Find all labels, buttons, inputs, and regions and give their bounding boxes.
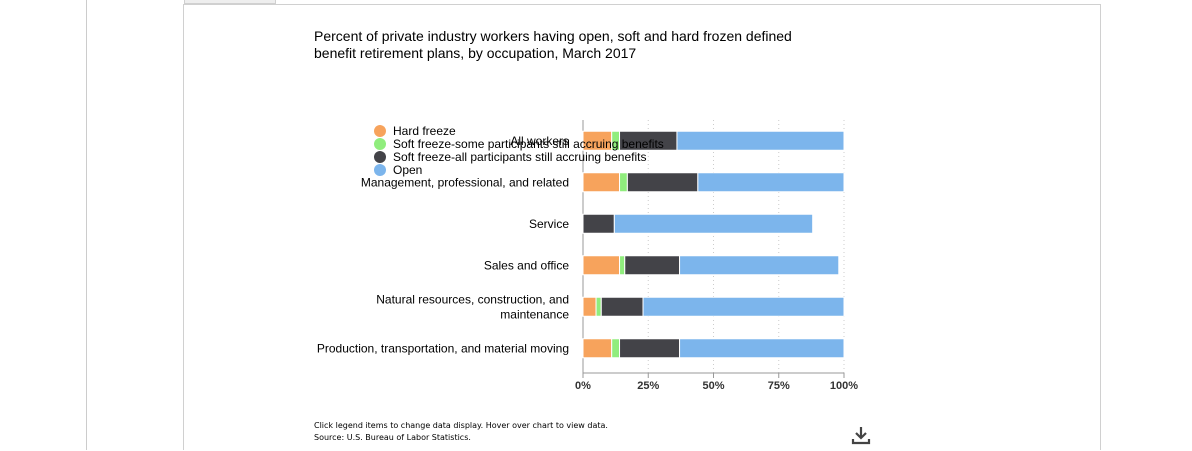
bar-segment[interactable] bbox=[582, 296, 597, 317]
x-tick-label: 25% bbox=[637, 380, 659, 392]
legend-marker[interactable] bbox=[374, 164, 386, 176]
bar-segment[interactable] bbox=[582, 255, 621, 276]
category-label: Natural resources, construction, and main… bbox=[376, 292, 569, 321]
chart-instructions: Click legend items to change data displa… bbox=[314, 421, 608, 430]
x-tick-label: 100% bbox=[830, 380, 858, 392]
bar-segment[interactable] bbox=[679, 255, 840, 276]
legend-item[interactable]: Open bbox=[393, 163, 422, 177]
category-label: Management, professional, and related bbox=[361, 175, 569, 189]
legend-item[interactable]: Hard freeze bbox=[393, 124, 456, 138]
bar-segment[interactable] bbox=[582, 172, 621, 193]
x-tick-label: 0% bbox=[575, 380, 591, 392]
legend-marker[interactable] bbox=[374, 125, 386, 137]
bar-segment[interactable] bbox=[679, 338, 845, 359]
legend-item[interactable]: Soft freeze-all participants still accru… bbox=[393, 150, 646, 164]
category-label: All workers bbox=[510, 134, 569, 148]
bar-segment[interactable] bbox=[600, 296, 644, 317]
legend-marker[interactable] bbox=[374, 138, 386, 150]
bar-segment[interactable] bbox=[676, 130, 845, 151]
category-label: Service bbox=[529, 217, 569, 231]
tab-stub bbox=[184, 0, 276, 4]
bar-segment[interactable] bbox=[642, 296, 845, 317]
bar-segment[interactable] bbox=[582, 338, 613, 359]
chart-title: Percent of private industry workers havi… bbox=[314, 28, 792, 61]
bar-segment[interactable] bbox=[611, 338, 621, 359]
chart-notes: Click legend items to change data displa… bbox=[314, 420, 608, 444]
page-left-border bbox=[86, 0, 87, 450]
download-icon[interactable] bbox=[850, 424, 872, 446]
category-label: Sales and office bbox=[484, 258, 569, 272]
chart-source: Source: U.S. Bureau of Labor Statistics. bbox=[314, 433, 471, 442]
bar-segment[interactable] bbox=[697, 172, 845, 193]
bar-segment[interactable] bbox=[582, 213, 615, 234]
x-tick-label: 50% bbox=[702, 380, 724, 392]
bar-segment[interactable] bbox=[619, 255, 626, 276]
bar-segment[interactable] bbox=[624, 255, 681, 276]
bar-segment[interactable] bbox=[595, 296, 602, 317]
bar-segment[interactable] bbox=[619, 338, 681, 359]
bar-segment[interactable] bbox=[619, 172, 628, 193]
legend-item[interactable]: Soft freeze-some participants still accr… bbox=[393, 137, 664, 151]
chart-panel bbox=[183, 4, 1101, 450]
x-tick-label: 75% bbox=[768, 380, 790, 392]
bar-segment[interactable] bbox=[626, 172, 699, 193]
legend-marker[interactable] bbox=[374, 151, 386, 163]
bar-segment[interactable] bbox=[613, 213, 814, 234]
category-label: Production, transportation, and material… bbox=[317, 341, 569, 355]
